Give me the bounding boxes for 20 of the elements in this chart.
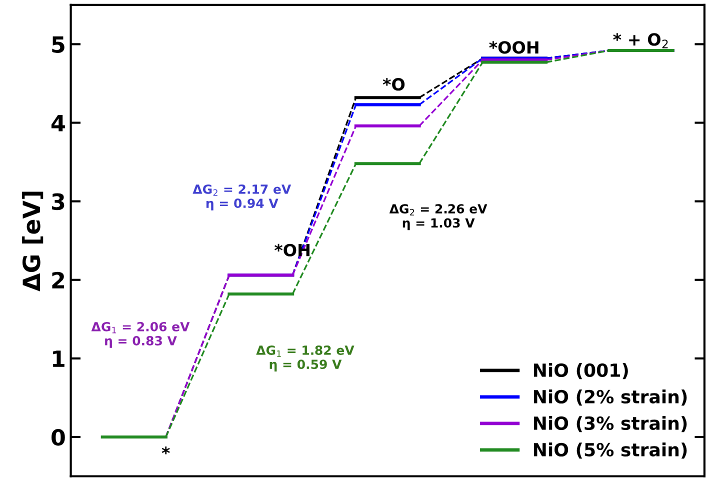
- annotation: ΔG$_{1}$ = 2.06 eV η = 0.83 V: [91, 322, 190, 348]
- legend-label: NiO (001): [534, 363, 628, 380]
- annotation: *: [162, 446, 170, 454]
- annotation: *OOH: [489, 41, 538, 54]
- annotation: ΔG$_{1}$ = 1.82 eV η = 0.59 V: [256, 346, 354, 372]
- legend-label: NiO (5% strain): [534, 442, 687, 459]
- y-tick-label: 4: [51, 114, 65, 132]
- y-tick-label: 3: [52, 193, 64, 210]
- annotation: *OH: [274, 244, 310, 256]
- legend-label: NiO (2% strain): [534, 390, 687, 406]
- y-axis-title: ΔG [eV]: [22, 192, 44, 292]
- legend-label: NiO (3% strain): [534, 416, 687, 432]
- y-tick-label: 5: [52, 36, 64, 53]
- annotation: * + O$_{2}$: [613, 33, 668, 48]
- annotation: *O: [382, 78, 405, 91]
- y-tick-label: 0: [52, 428, 65, 446]
- y-tick-label: 1: [52, 350, 64, 367]
- annotation: ΔG$_{2}$ = 2.26 eV η = 1.03 V: [389, 204, 488, 230]
- annotation: ΔG$_{2}$ = 2.17 eV η = 0.94 V: [192, 184, 292, 210]
- y-tick-label: 2: [52, 272, 64, 288]
